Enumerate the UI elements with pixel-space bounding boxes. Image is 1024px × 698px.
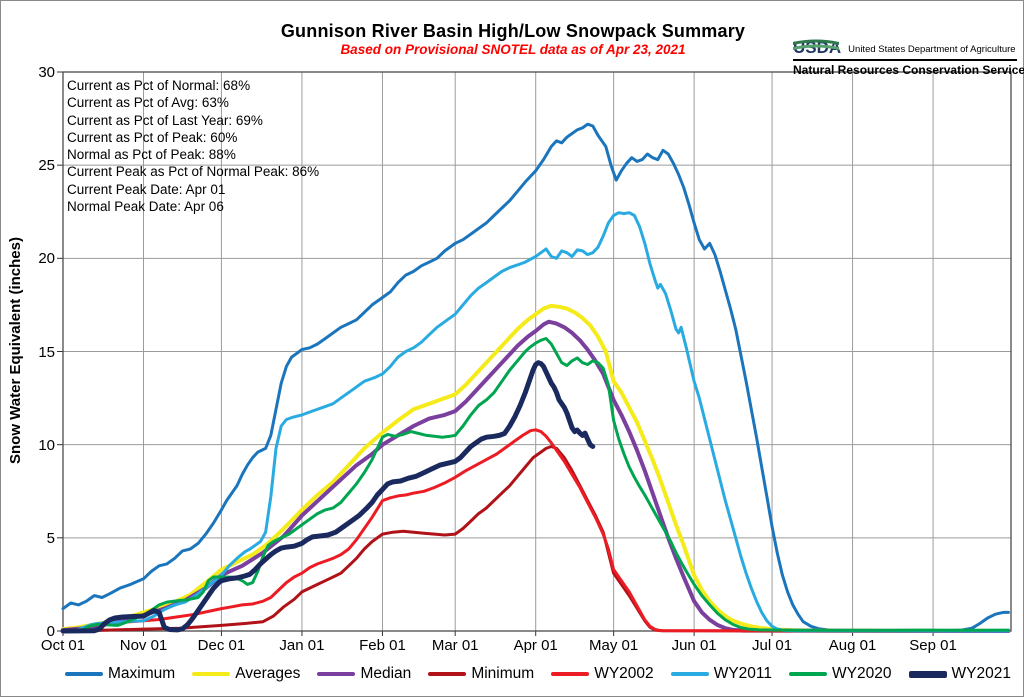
legend-swatch — [908, 670, 947, 678]
legend-item-wy2002: WY2002 — [551, 665, 654, 683]
stats-line: Normal as Pct of Peak: 88% — [67, 147, 236, 163]
legend-item-maximum: Maximum — [65, 665, 175, 683]
x-tick-label: Feb 01 — [359, 637, 406, 654]
series-line-maximum — [61, 122, 1010, 633]
x-tick-label: Sep 01 — [909, 637, 957, 654]
usda-logo: USDA — [793, 39, 841, 56]
legend-label: WY2021 — [951, 665, 1011, 682]
x-tick-label: Jan 01 — [279, 637, 325, 654]
x-tick-label: Nov 01 — [119, 637, 168, 654]
stats-line: Current as Pct of Normal: 68% — [67, 78, 251, 93]
series-line-wy2002 — [61, 428, 1010, 633]
legend-label: Minimum — [471, 665, 535, 682]
legend-swatch — [551, 672, 590, 676]
snowpack-stats-box: Current as Pct of Normal: 68% Current as … — [67, 77, 319, 215]
legend-label: Averages — [235, 665, 301, 682]
y-tick-label: 30 — [38, 64, 55, 81]
legend-label: WY2002 — [594, 665, 654, 682]
legend-item-minimum: Minimum — [428, 665, 534, 683]
y-tick-label: 20 — [38, 250, 55, 268]
legend-label: Median — [360, 665, 412, 682]
usda-nrcs-header: USDA United States Department of Agricul… — [793, 39, 1024, 77]
usda-divider — [793, 59, 1017, 61]
y-tick-label: 10 — [38, 436, 55, 454]
stats-line: Current as Pct of Last Year: 69% — [67, 112, 263, 128]
legend-item-wy2011: WY2011 — [670, 665, 773, 683]
legend-item-wy2021: WY2021 — [908, 665, 1011, 683]
series-line-wy2020 — [61, 337, 1010, 633]
nrcs-agency-text: Natural Resources Conservation Service — [793, 63, 1024, 77]
stats-line: Normal Peak Date: Apr 06 — [67, 199, 224, 215]
legend-label: WY2011 — [713, 665, 773, 682]
legend-swatch — [428, 672, 467, 676]
y-tick-label: 25 — [38, 157, 55, 175]
stats-line: Current Peak as Pct of Normal Peak: 86% — [67, 164, 320, 180]
series-line-median — [61, 319, 1011, 633]
usda-department-text: United States Department of Agriculture — [848, 44, 1016, 55]
stats-line: Current Peak Date: Apr 01 — [67, 181, 226, 197]
stats-line: Current as Pct of Avg: 63% — [67, 95, 229, 111]
y-tick-label: 5 — [46, 529, 55, 547]
legend-swatch — [65, 672, 103, 676]
x-tick-label: Dec 01 — [197, 637, 246, 654]
legend-swatch — [789, 672, 828, 676]
legend-item-median: Median — [317, 665, 411, 683]
series-line-wy2021 — [60, 360, 596, 634]
legend-item-wy2020: WY2020 — [789, 665, 892, 683]
x-tick-label: Oct 01 — [40, 637, 86, 654]
page-subtitle: Based on Provisional SNOTEL data as of A… — [340, 42, 686, 57]
y-tick-label: 15 — [38, 343, 55, 361]
stats-line: Current as Pct of Peak: 60% — [67, 129, 238, 145]
x-tick-label: Apr 01 — [513, 637, 558, 654]
x-tick-label: May 01 — [589, 637, 639, 654]
legend-label: Maximum — [108, 665, 176, 682]
plot-frame — [62, 71, 1012, 632]
x-tick-label: Aug 01 — [828, 637, 877, 654]
x-tick-label: Jul 01 — [752, 637, 793, 654]
series-line-averages — [61, 303, 1011, 633]
y-tick-label: 0 — [46, 623, 55, 640]
page-title: Gunnison River Basin High/Low Snowpack S… — [280, 21, 746, 41]
series-line-wy2011 — [61, 211, 1010, 633]
usda-swoosh-icon — [793, 39, 839, 50]
legend-label: WY2020 — [832, 665, 892, 682]
legend-item-averages: Averages — [192, 665, 300, 683]
chart-legend: Maximum Averages Median Minimum WY2002 WY2011… — [65, 661, 1011, 687]
legend-swatch — [317, 672, 356, 676]
x-tick-label: Jun 01 — [671, 637, 717, 654]
x-tick-label: Mar 01 — [431, 637, 479, 654]
legend-swatch — [670, 672, 709, 676]
legend-swatch — [192, 672, 231, 676]
